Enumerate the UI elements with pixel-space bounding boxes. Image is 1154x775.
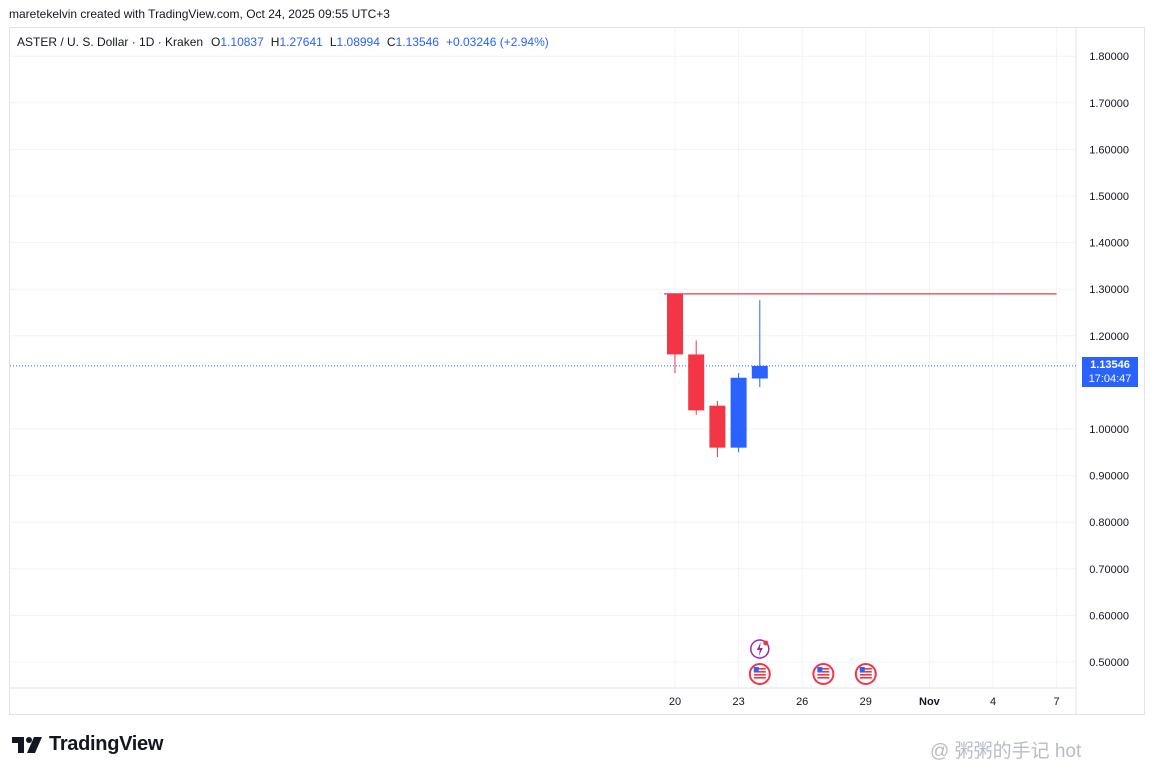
y-tick-label: 1.30000	[1089, 284, 1129, 296]
attribution-text: maretekelvin created with TradingView.co…	[9, 7, 390, 21]
candle-body	[751, 365, 768, 379]
flag-stripe	[859, 668, 872, 670]
y-tick-label: 0.90000	[1089, 471, 1129, 483]
open-label: O	[211, 35, 221, 49]
flag-stripe	[859, 674, 872, 676]
low-label: L	[329, 35, 337, 49]
high-label: H	[270, 35, 280, 49]
lightning-glyph	[756, 642, 763, 656]
candle-body	[730, 377, 747, 448]
candle-body	[709, 405, 726, 448]
flag-stripe	[817, 674, 830, 676]
flag-stripe	[859, 677, 872, 679]
y-tick-label: 1.20000	[1089, 331, 1129, 343]
x-tick-label: 29	[860, 696, 872, 708]
flag-stripe	[753, 671, 766, 673]
x-tick-label: 23	[732, 696, 744, 708]
x-tick-label: Nov	[919, 696, 941, 708]
flag-stripe	[753, 674, 766, 676]
y-tick-label: 1.50000	[1089, 191, 1129, 203]
tradingview-logo[interactable]: TradingView	[12, 733, 163, 756]
flag-stripe	[817, 677, 830, 679]
close-value: 1.13546	[395, 35, 439, 49]
watermark-text: @ 粥粥的手记 hot	[930, 741, 1082, 762]
flag-stripe	[859, 671, 872, 673]
x-tick-label: 7	[1054, 696, 1060, 708]
event-dot	[763, 640, 769, 646]
candle-body	[688, 354, 705, 411]
y-tick-label: 0.80000	[1089, 517, 1129, 529]
open-value: 1.10837	[220, 35, 264, 49]
watermark: @ 粥粥的手记 hot	[930, 736, 1081, 763]
flag-canton	[753, 667, 759, 672]
y-tick-label: 1.70000	[1089, 98, 1129, 110]
flag-canton	[817, 667, 823, 672]
y-tick-label: 0.50000	[1089, 657, 1129, 669]
last-price-badge: 1.13546 17:04:47	[1082, 357, 1138, 387]
low-value: 1.08994	[336, 35, 380, 49]
tradingview-logo-icon	[12, 736, 42, 753]
bar-countdown: 17:04:47	[1088, 373, 1132, 385]
change-value: +0.03246 (+2.94%)	[445, 35, 549, 49]
flag-stripe	[753, 668, 766, 670]
y-tick-label: 1.60000	[1089, 144, 1129, 156]
close-label: C	[386, 35, 396, 49]
y-tick-label: 1.40000	[1089, 238, 1129, 250]
flag-stripe	[753, 677, 766, 679]
chart-frame	[9, 27, 1145, 715]
y-tick-label: 1.00000	[1089, 424, 1129, 436]
symbol-label: ASTER / U. S. Dollar · 1D · Kraken	[17, 35, 204, 49]
last-price-value: 1.13546	[1090, 359, 1130, 371]
flag-canton	[859, 667, 865, 672]
x-tick-label: 20	[669, 696, 681, 708]
y-tick-label: 0.60000	[1089, 610, 1129, 622]
tradingview-brand: TradingView	[49, 733, 164, 755]
flag-stripe	[817, 671, 830, 673]
x-tick-label: 4	[990, 696, 996, 708]
y-tick-label: 0.70000	[1089, 564, 1129, 576]
flag-stripe	[817, 668, 830, 670]
x-tick-label: 26	[796, 696, 808, 708]
high-value: 1.27641	[279, 35, 323, 49]
candle-body	[667, 293, 683, 355]
y-tick-label: 1.80000	[1089, 51, 1129, 63]
ohlc-legend: ASTER / U. S. Dollar · 1D · Kraken O 1.1…	[17, 35, 549, 49]
